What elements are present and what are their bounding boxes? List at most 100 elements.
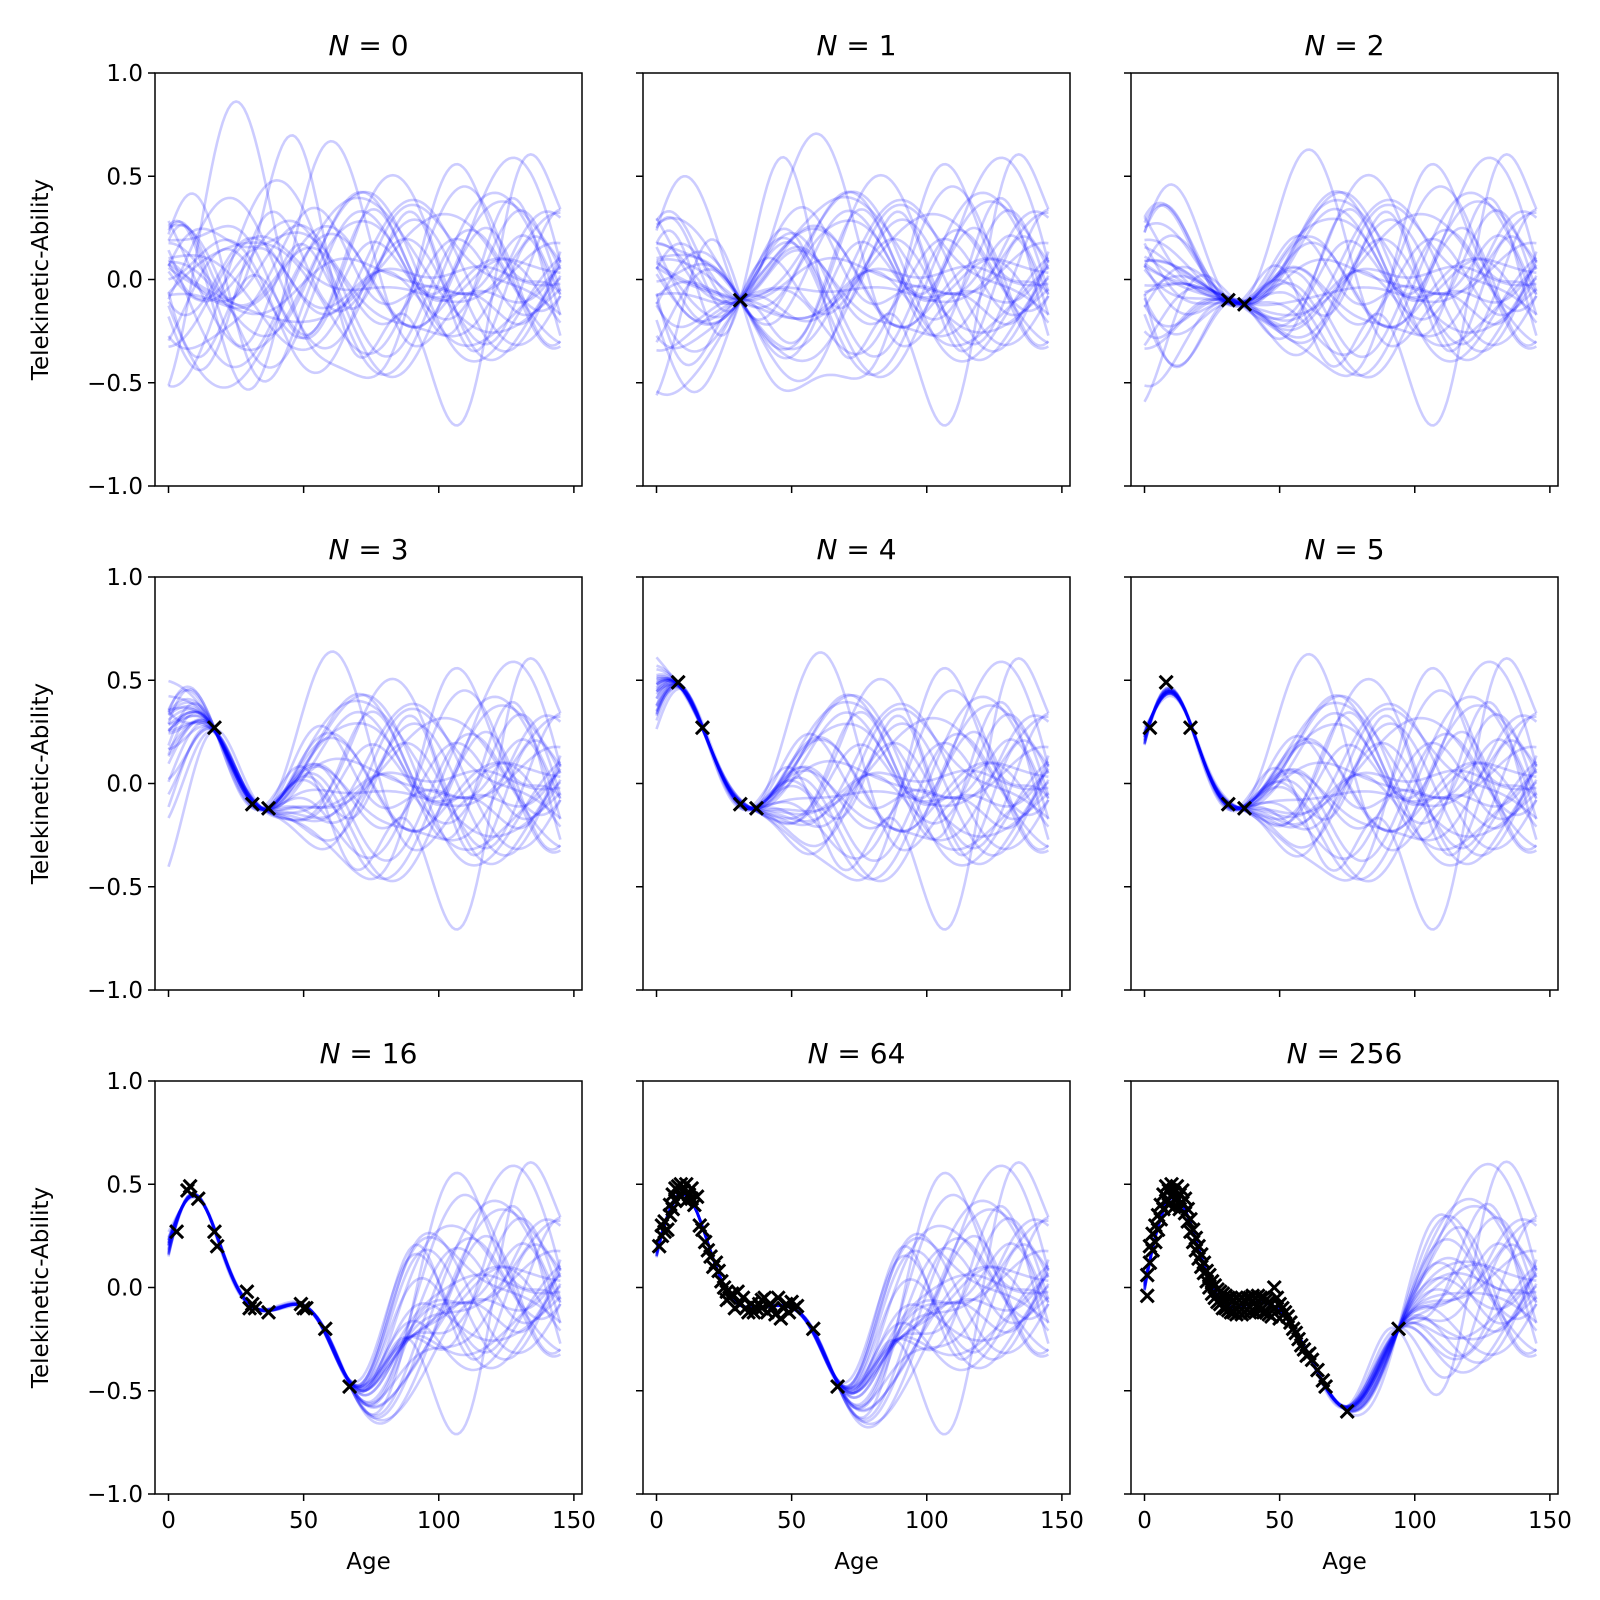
y-tick-label: 0.0 bbox=[106, 268, 143, 294]
sample-line bbox=[1144, 198, 1538, 347]
panel-title: N = 2 bbox=[1304, 29, 1384, 62]
sample-line bbox=[168, 706, 561, 820]
sample-line bbox=[655, 1192, 1050, 1392]
sample-line bbox=[1143, 148, 1538, 348]
observation-marker bbox=[1220, 796, 1236, 812]
sample-line bbox=[656, 198, 1050, 351]
sample-line bbox=[1143, 686, 1538, 841]
sample-line bbox=[1144, 190, 1538, 347]
sample-curves bbox=[167, 1161, 562, 1436]
sample-line bbox=[655, 680, 1050, 851]
observation-marker bbox=[1177, 1191, 1193, 1207]
x-tick-label: 150 bbox=[552, 1508, 596, 1534]
observation-marker bbox=[1390, 1321, 1407, 1337]
sample-line bbox=[655, 153, 1050, 427]
sample-line bbox=[1143, 200, 1538, 379]
sample-line bbox=[1143, 234, 1538, 340]
sample-line bbox=[655, 678, 1049, 849]
x-tick-label: 100 bbox=[417, 1508, 461, 1534]
sample-line bbox=[167, 685, 562, 857]
sample-line bbox=[167, 1193, 562, 1407]
sample-curves bbox=[167, 100, 562, 427]
observation-marker bbox=[1147, 1234, 1163, 1250]
observation-marker bbox=[665, 1201, 681, 1217]
observation-marker bbox=[260, 1304, 277, 1320]
observation-marker bbox=[1190, 1238, 1207, 1254]
sample-curves bbox=[1143, 1160, 1538, 1417]
y-tick-label: 1.0 bbox=[106, 1069, 143, 1095]
observation-marker bbox=[732, 796, 748, 812]
x-axis-label: Age bbox=[834, 1549, 878, 1575]
sample-line bbox=[656, 190, 1050, 347]
sample-line bbox=[1143, 660, 1538, 834]
sample-line bbox=[655, 218, 1050, 363]
observation-marker bbox=[732, 292, 748, 308]
observation-markers bbox=[1142, 674, 1253, 816]
sample-curves bbox=[655, 651, 1050, 931]
sample-line bbox=[655, 682, 1049, 833]
sample-line bbox=[655, 678, 1049, 811]
sample-line bbox=[655, 680, 1050, 857]
sample-line bbox=[167, 185, 561, 356]
x-tick-label: 50 bbox=[289, 1508, 318, 1534]
observation-marker bbox=[317, 1321, 333, 1337]
sample-line bbox=[1143, 156, 1538, 330]
sample-line bbox=[656, 676, 1050, 838]
sample-line bbox=[1143, 666, 1538, 882]
sample-line bbox=[655, 680, 1050, 851]
sample-line bbox=[655, 191, 1050, 397]
panel-n-4: N = 4 bbox=[636, 533, 1071, 997]
sample-line bbox=[655, 1192, 1049, 1399]
panel-n-256: 0 50 100 150 N = 256 Age bbox=[1124, 1037, 1572, 1575]
sample-line bbox=[167, 207, 562, 359]
observation-markers bbox=[651, 1176, 846, 1395]
sample-line bbox=[1143, 212, 1537, 345]
sample-line bbox=[655, 185, 1049, 356]
sample-line bbox=[167, 1161, 562, 1436]
observation-marker bbox=[260, 800, 277, 816]
sample-line bbox=[167, 710, 562, 851]
panel-title: N = 64 bbox=[808, 1037, 906, 1070]
sample-line bbox=[655, 682, 1050, 842]
sample-line bbox=[167, 134, 562, 427]
sample-line bbox=[1143, 689, 1538, 851]
sample-line bbox=[655, 657, 1050, 931]
sample-line bbox=[167, 650, 562, 852]
observation-markers bbox=[1220, 292, 1253, 312]
sample-line bbox=[655, 210, 1050, 353]
observation-marker bbox=[247, 1300, 263, 1316]
observation-marker bbox=[1182, 720, 1199, 736]
sample-line bbox=[167, 1194, 561, 1397]
sample-line bbox=[655, 1190, 1050, 1392]
sample-line bbox=[167, 1194, 562, 1418]
sample-line bbox=[167, 1195, 561, 1389]
sample-line bbox=[168, 712, 561, 850]
observation-marker bbox=[740, 1304, 756, 1320]
sample-line bbox=[167, 657, 562, 931]
sample-line bbox=[655, 656, 1050, 851]
sample-line bbox=[167, 212, 561, 345]
sample-line bbox=[167, 210, 562, 338]
sample-line bbox=[168, 237, 562, 326]
sample-line bbox=[655, 200, 1050, 379]
sample-line bbox=[167, 718, 561, 833]
observation-marker bbox=[1139, 1267, 1155, 1283]
observation-marker bbox=[1182, 1211, 1199, 1227]
panel-title: N = 3 bbox=[328, 533, 408, 566]
sample-line bbox=[167, 689, 561, 860]
observation-marker bbox=[206, 720, 223, 736]
sample-line bbox=[1143, 692, 1538, 867]
sample-line bbox=[167, 208, 561, 372]
sample-line bbox=[1143, 652, 1538, 852]
sample-line bbox=[1143, 689, 1537, 833]
sample-line bbox=[167, 1171, 562, 1416]
sample-line bbox=[167, 702, 562, 851]
sample-line bbox=[167, 209, 562, 369]
sample-line bbox=[655, 212, 1049, 345]
observation-marker bbox=[657, 1224, 673, 1240]
sample-line bbox=[1143, 1194, 1538, 1413]
sample-line bbox=[167, 1193, 562, 1420]
observation-marker bbox=[694, 720, 711, 736]
observation-marker bbox=[1220, 292, 1236, 308]
